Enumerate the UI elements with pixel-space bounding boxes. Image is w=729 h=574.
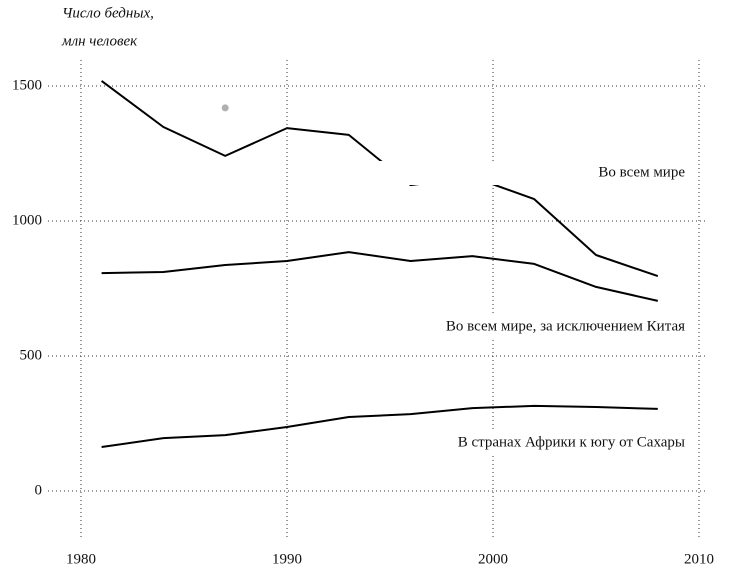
series-line <box>101 404 658 448</box>
x-tick-label: 2000 <box>478 551 508 567</box>
axis-title: Число бедных, <box>62 5 154 21</box>
label-bg <box>290 315 690 339</box>
series-label: Во всем мире, за исключением Китая <box>446 318 685 334</box>
x-tick-label: 1990 <box>272 551 302 567</box>
marker <box>221 104 229 112</box>
y-tick-label: 0 <box>35 482 43 498</box>
label-bg <box>290 161 690 185</box>
x-tick-label: 1980 <box>66 551 96 567</box>
x-tick-label: 2010 <box>684 551 714 567</box>
y-tick-label: 1000 <box>12 212 42 228</box>
series-line <box>101 251 659 302</box>
label-bg <box>290 431 690 455</box>
series-line <box>101 80 659 278</box>
y-tick-label: 1500 <box>12 77 42 93</box>
series-label: Во всем мире <box>598 164 685 180</box>
axis-title: млн человек <box>61 33 138 49</box>
series-label: В странах Африки к югу от Сахары <box>458 434 685 450</box>
y-tick-label: 500 <box>20 347 43 363</box>
